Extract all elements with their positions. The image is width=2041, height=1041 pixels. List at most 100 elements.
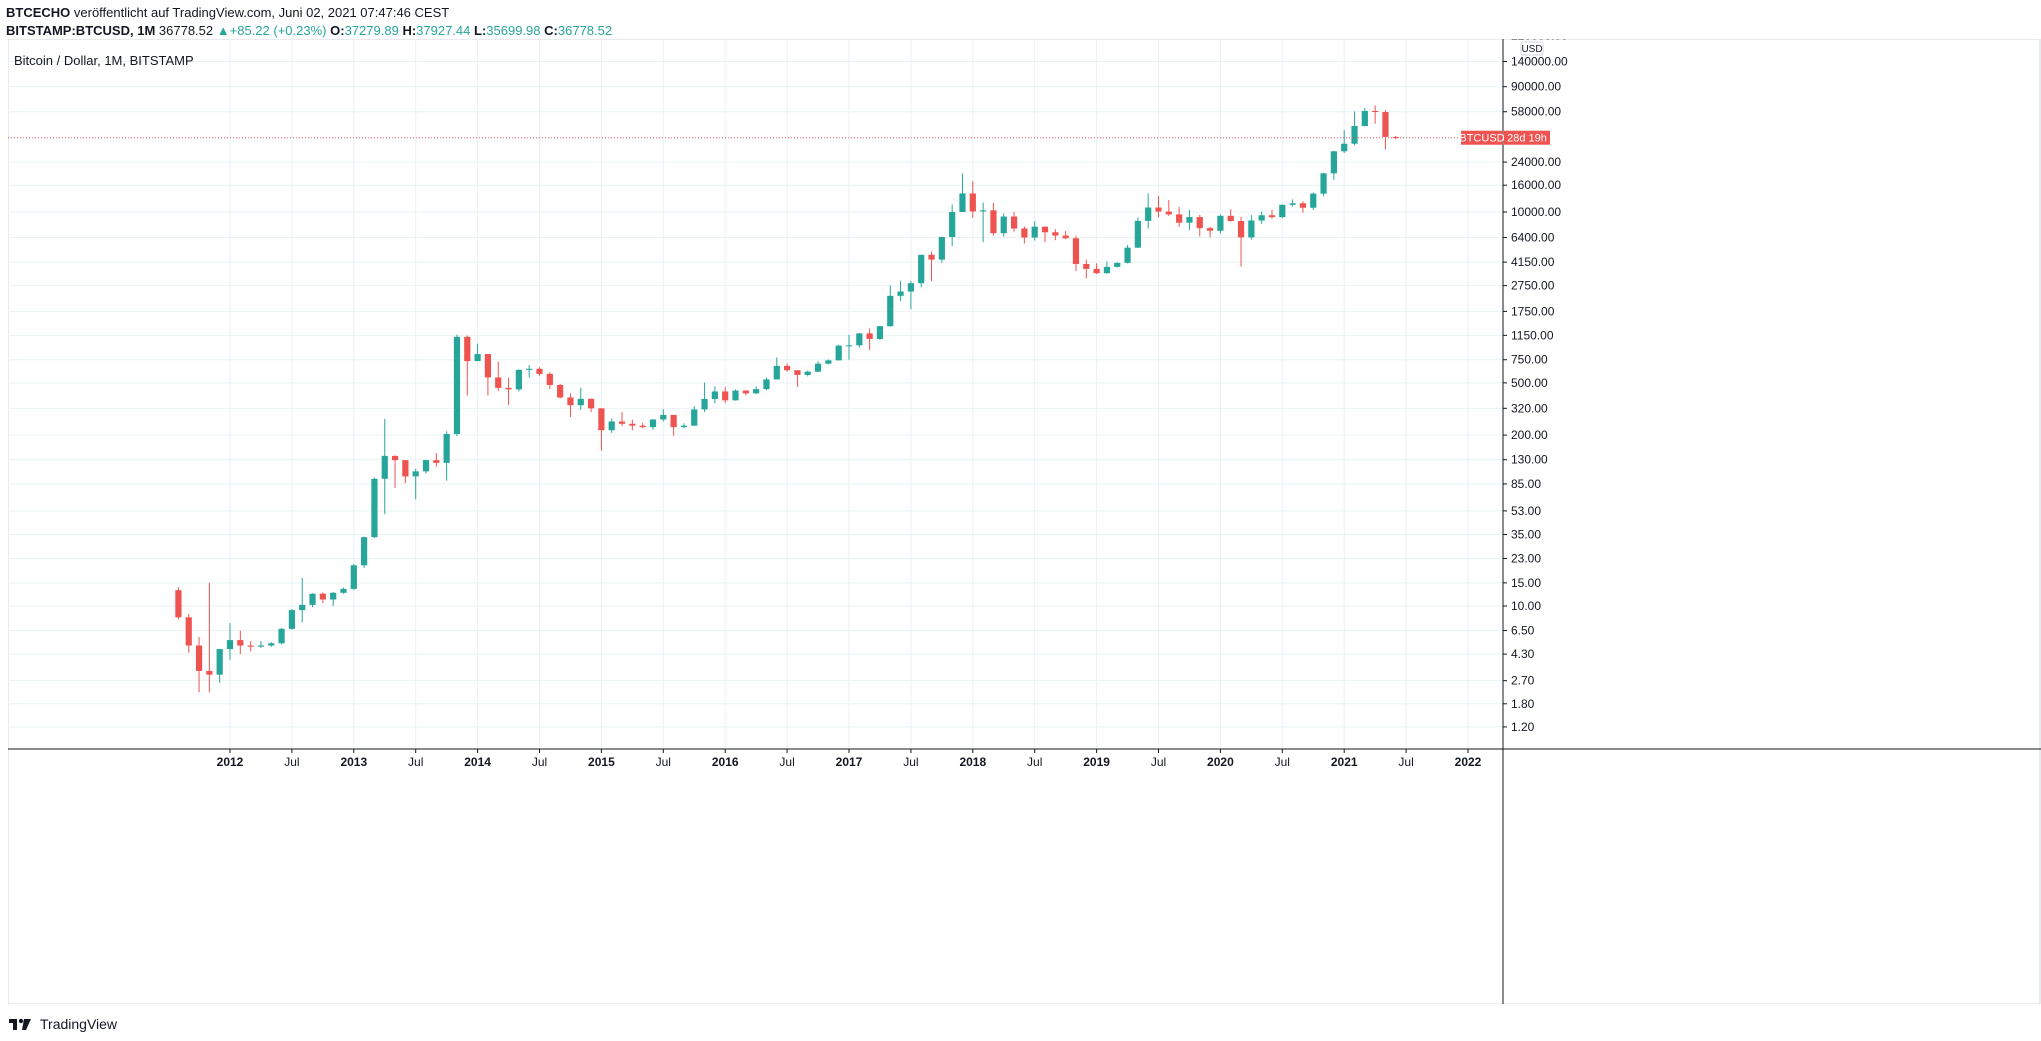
- candle[interactable]: [515, 369, 522, 392]
- chart-area[interactable]: 220000.00 140000.00 90000.00 58000.00 24000.…: [8, 39, 2041, 1004]
- candle[interactable]: [1021, 226, 1028, 244]
- candle[interactable]: [1217, 214, 1224, 234]
- candle[interactable]: [175, 587, 182, 620]
- candle[interactable]: [1083, 259, 1090, 279]
- candle[interactable]: [1237, 216, 1245, 267]
- candle[interactable]: [804, 370, 811, 377]
- candle[interactable]: [680, 423, 688, 429]
- candle[interactable]: [587, 398, 595, 412]
- candle[interactable]: [1206, 226, 1214, 238]
- candle[interactable]: [505, 377, 512, 405]
- candle[interactable]: [195, 637, 203, 693]
- candle[interactable]: [1186, 209, 1193, 230]
- candle[interactable]: [949, 204, 956, 247]
- candle[interactable]: [464, 335, 471, 396]
- candle[interactable]: [1227, 209, 1234, 222]
- candle[interactable]: [618, 411, 626, 426]
- candle[interactable]: [309, 593, 316, 608]
- candle[interactable]: [980, 202, 987, 243]
- candle[interactable]: [1372, 105, 1379, 124]
- candle[interactable]: [763, 377, 770, 391]
- candle[interactable]: [381, 418, 388, 515]
- candle[interactable]: [742, 390, 749, 396]
- candle[interactable]: [577, 387, 584, 410]
- candle[interactable]: [969, 181, 976, 219]
- candle[interactable]: [773, 357, 780, 380]
- candle[interactable]: [546, 372, 553, 389]
- candle[interactable]: [814, 361, 822, 372]
- candle[interactable]: [433, 453, 440, 467]
- candle[interactable]: [835, 344, 842, 361]
- candle[interactable]: [1351, 111, 1358, 146]
- candle[interactable]: [319, 592, 326, 604]
- candle[interactable]: [866, 328, 873, 350]
- candle[interactable]: [649, 419, 657, 430]
- candle[interactable]: [887, 285, 894, 327]
- candle[interactable]: [268, 642, 275, 647]
- candle[interactable]: [794, 370, 801, 387]
- candle[interactable]: [299, 577, 306, 623]
- candle[interactable]: [206, 582, 213, 693]
- candle[interactable]: [711, 386, 718, 404]
- candle[interactable]: [1392, 135, 1399, 140]
- candle[interactable]: [1010, 212, 1018, 232]
- candle[interactable]: [1134, 217, 1141, 248]
- candle[interactable]: [660, 409, 667, 422]
- candle[interactable]: [1103, 261, 1111, 274]
- candle[interactable]: [1268, 209, 1276, 219]
- candle[interactable]: [629, 419, 636, 431]
- candle[interactable]: [216, 649, 223, 683]
- candle[interactable]: [1114, 262, 1121, 268]
- candle[interactable]: [371, 477, 378, 538]
- candle[interactable]: [1031, 221, 1038, 241]
- candle[interactable]: [1310, 192, 1317, 210]
- candle[interactable]: [732, 389, 739, 401]
- candle[interactable]: [185, 613, 192, 653]
- candle[interactable]: [453, 334, 461, 436]
- candle[interactable]: [1279, 204, 1286, 219]
- candle[interactable]: [608, 418, 615, 433]
- candle[interactable]: [526, 365, 533, 378]
- candle[interactable]: [670, 414, 677, 436]
- candle[interactable]: [412, 468, 419, 500]
- candle[interactable]: [391, 455, 399, 489]
- candle[interactable]: [1145, 193, 1152, 229]
- candle[interactable]: [247, 641, 254, 652]
- candle[interactable]: [1000, 213, 1007, 237]
- candle[interactable]: [1361, 108, 1368, 127]
- candle[interactable]: [1062, 230, 1069, 240]
- candle[interactable]: [722, 387, 729, 404]
- candle[interactable]: [1155, 196, 1162, 218]
- candle[interactable]: [639, 423, 646, 429]
- candle[interactable]: [990, 203, 997, 236]
- price-chart[interactable]: 220000.00 140000.00 90000.00 58000.00 24000.…: [8, 39, 2041, 1004]
- candle[interactable]: [361, 536, 368, 568]
- candle[interactable]: [330, 591, 337, 606]
- candle[interactable]: [1176, 207, 1183, 227]
- candle[interactable]: [340, 587, 347, 594]
- candle[interactable]: [402, 460, 409, 484]
- candle[interactable]: [1330, 150, 1337, 180]
- candle[interactable]: [350, 563, 357, 591]
- candle[interactable]: [1320, 172, 1327, 197]
- candle[interactable]: [856, 332, 863, 348]
- candle[interactable]: [1299, 201, 1307, 213]
- candle[interactable]: [784, 363, 791, 372]
- candle[interactable]: [753, 386, 760, 395]
- candle[interactable]: [959, 173, 966, 212]
- candle[interactable]: [1165, 200, 1172, 216]
- candle[interactable]: [237, 630, 244, 655]
- candle[interactable]: [1041, 226, 1049, 243]
- candle[interactable]: [567, 393, 574, 417]
- candle[interactable]: [484, 353, 492, 396]
- candle[interactable]: [1093, 263, 1100, 275]
- candle[interactable]: [443, 431, 450, 481]
- candle[interactable]: [1196, 214, 1203, 237]
- candle[interactable]: [897, 280, 904, 302]
- candle[interactable]: [1124, 245, 1131, 264]
- candle[interactable]: [557, 384, 564, 399]
- tradingview-logo[interactable]: TradingView: [8, 1013, 117, 1035]
- candle[interactable]: [845, 334, 853, 360]
- candle[interactable]: [598, 408, 605, 451]
- candle[interactable]: [928, 251, 935, 282]
